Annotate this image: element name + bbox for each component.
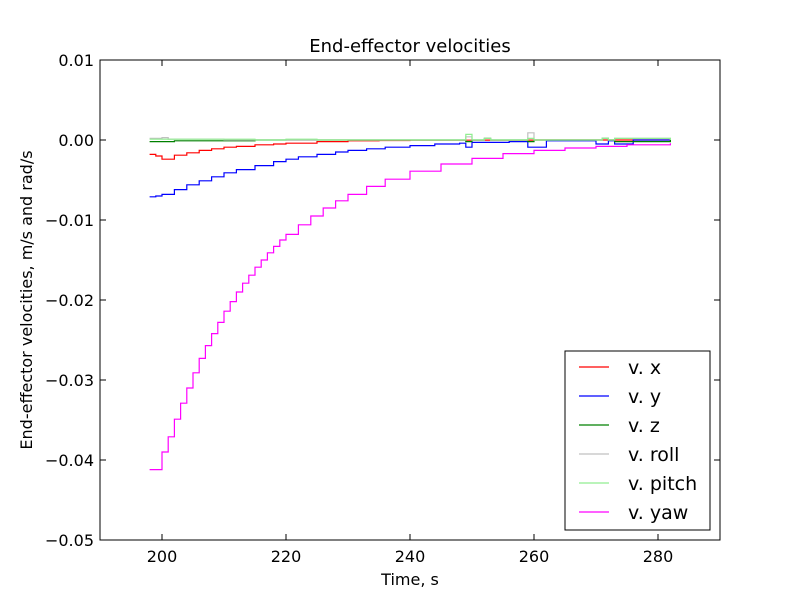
y-axis-title: End-effector velocities, m/s and rad/s xyxy=(17,150,36,449)
tick-layer: 200 220 240 260 280 0.01 0.00 −0.01 −0.02 −0.03 −0… xyxy=(45,51,720,566)
x-tick-label: 220 xyxy=(271,547,302,566)
x-tick-label: 260 xyxy=(519,547,550,566)
x-tick-label: 280 xyxy=(643,547,674,566)
x-tick-label: 200 xyxy=(147,547,178,566)
series-line-5 xyxy=(149,143,671,471)
y-tick-label: 0.00 xyxy=(58,131,94,150)
legend-label-5: v. yaw xyxy=(628,502,688,524)
legend-box xyxy=(564,350,711,531)
legend-items: v. x v. y v. z v. roll v. pitch v. yaw xyxy=(579,357,697,524)
series-line-1 xyxy=(149,139,671,198)
y-tick-label: −0.01 xyxy=(45,211,94,230)
legend-label-0: v. x xyxy=(628,357,661,379)
legend: v. x v. y v. z v. roll v. pitch v. yaw xyxy=(564,350,711,531)
y-tick-label: −0.05 xyxy=(45,531,94,550)
legend-label-1: v. y xyxy=(628,386,661,408)
y-tick-label: −0.02 xyxy=(45,291,94,310)
legend-label-4: v. pitch xyxy=(628,473,697,495)
series-layer xyxy=(149,132,671,471)
series-line-4 xyxy=(149,133,671,141)
y-tick-label: 0.01 xyxy=(58,51,94,70)
x-axis-title: Time, s xyxy=(380,570,439,589)
legend-label-3: v. roll xyxy=(628,444,679,466)
legend-label-2: v. z xyxy=(628,415,660,437)
chart-title: End-effector velocities xyxy=(309,36,511,57)
y-tick-label: −0.03 xyxy=(45,371,94,390)
x-tick-label: 240 xyxy=(395,547,426,566)
y-tick-label: −0.04 xyxy=(45,451,94,470)
